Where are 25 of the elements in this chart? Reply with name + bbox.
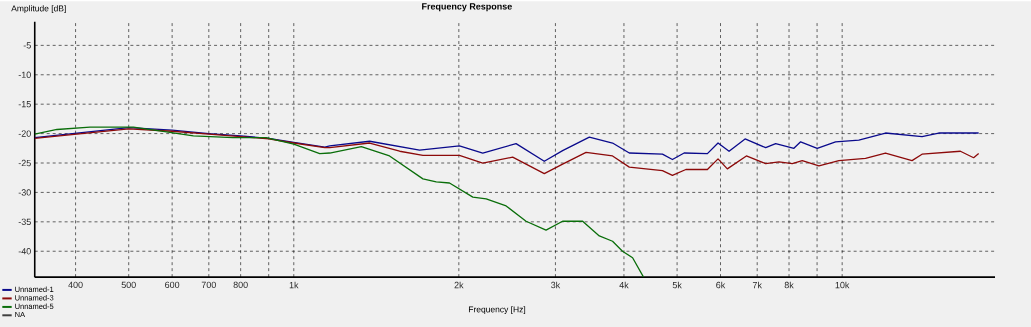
x-tick-label: 400 (68, 281, 83, 288)
y-tick-label: -5 (23, 42, 31, 49)
x-tick-label: 6k (716, 281, 726, 289)
y-tick-label: -25 (18, 159, 31, 167)
y-tick-label: -40 (18, 248, 31, 255)
y-tick-label: -20 (18, 130, 31, 137)
y-axis-title: Amplitude [dB] (11, 5, 66, 14)
y-tick-label: -30 (18, 189, 31, 196)
x-tick-label: 2k (454, 281, 464, 289)
x-tick-label: 7k (752, 281, 762, 289)
x-tick-label: 10k (835, 281, 850, 289)
x-tick-label: 4k (619, 281, 629, 289)
x-tick-label: 800 (233, 281, 248, 288)
x-tick-label: 8k (784, 281, 794, 289)
x-tick-label: 5k (672, 281, 682, 289)
x-tick-label: 500 (121, 281, 136, 288)
y-tick-label: -15 (18, 100, 31, 108)
x-axis-title: Frequency [Hz] (468, 306, 526, 314)
x-tick-label: 1k (289, 281, 299, 289)
x-tick-label: 3k (551, 281, 561, 289)
x-tick-label: 600 (165, 281, 180, 288)
x-tick-label: 700 (201, 281, 216, 288)
y-tick-label: -10 (18, 71, 31, 78)
y-tick-label: -35 (18, 218, 31, 225)
chart-title: Frequency Response (422, 3, 512, 12)
